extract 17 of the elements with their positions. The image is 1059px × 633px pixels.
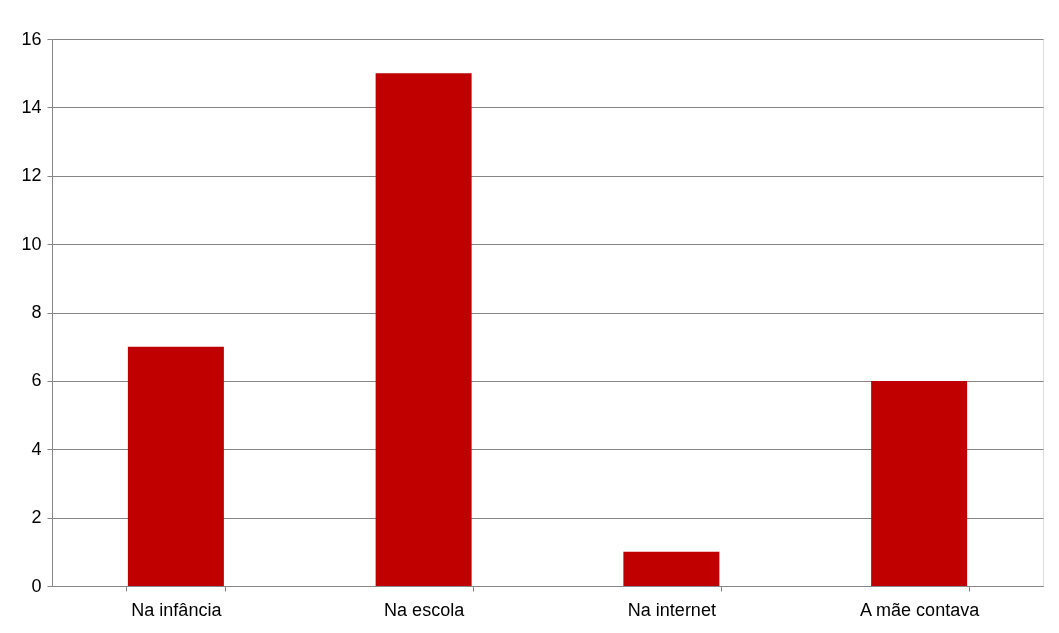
bar [623,551,720,586]
y-tick-label: 4 [31,438,42,459]
y-tick-label: 8 [31,302,42,322]
bar [871,380,968,586]
bar [127,346,224,586]
y-tick-label: 10 [21,233,42,254]
y-tick-label: 6 [31,370,42,391]
y-tick-label: 14 [21,96,42,117]
y-tick-label: 12 [21,165,42,186]
x-tick-label: Na internet [627,599,716,620]
y-tick-label: 0 [31,575,42,596]
x-tick-label: A mãe contava [860,599,981,620]
y-tick-label: 2 [31,507,42,528]
bar [375,73,472,586]
x-tick-label: Na escola [384,599,466,620]
y-tick-label: 16 [21,28,42,49]
x-tick-label: Na infância [131,599,223,620]
